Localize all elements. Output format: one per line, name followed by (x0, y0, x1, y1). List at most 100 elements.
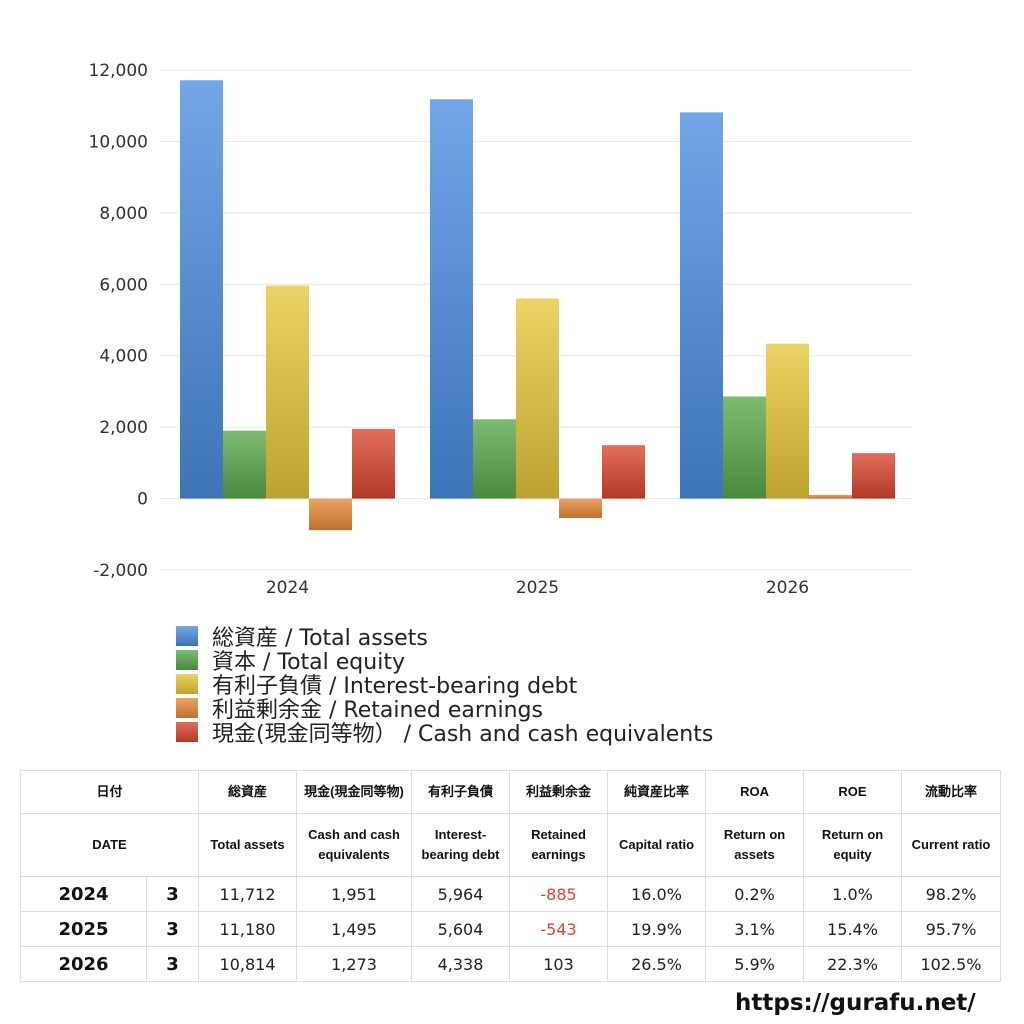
debt-cell: 5,964 (411, 876, 511, 912)
legend-swatch (176, 650, 198, 670)
header-capital-ratio-en: Capital ratio (607, 813, 707, 877)
legend-swatch (176, 722, 198, 742)
current-ratio-cell: 102.5% (901, 946, 1002, 982)
bar (809, 494, 852, 499)
legend-label: 有利子負債 / Interest-bearing debt (212, 674, 578, 699)
bar (723, 396, 766, 499)
header-roe-jp: ROE (803, 770, 903, 814)
bar (223, 430, 266, 499)
bar (309, 498, 352, 531)
month-cell: 3 (145, 876, 200, 912)
total-assets-cell: 10,814 (198, 946, 298, 982)
legend-label: 総資産 / Total assets (212, 626, 428, 651)
total-assets-cell: 11,712 (198, 876, 298, 912)
y-tick-label: 2,000 (99, 418, 148, 438)
y-tick-label: 12,000 (89, 61, 148, 81)
y-tick-label: 4,000 (99, 347, 148, 367)
table-row: 2025 3 11,180 1,495 5,604 -543 19.9% 3.1… (20, 911, 1002, 947)
header-roa-jp: ROA (705, 770, 805, 814)
capital-ratio-cell: 16.0% (607, 876, 707, 912)
legend-item: 資本 / Total equity (176, 648, 713, 675)
header-current-ratio-en: Current ratio (901, 813, 1002, 877)
bar (473, 419, 516, 499)
bar (352, 428, 395, 499)
total-assets-cell: 11,180 (198, 911, 298, 947)
y-tick-label: -2,000 (93, 561, 148, 581)
header-total-assets-jp: 総資産 (198, 770, 298, 814)
capital-ratio-cell: 19.9% (607, 911, 707, 947)
financial-table: 日付 総資産 現金(現金同等物) 有利子負債 利益剰余金 純資産比率 ROA R… (19, 770, 1002, 982)
header-debt-en: Interest-bearing debt (411, 813, 511, 877)
retained-earnings-cell: -885 (509, 876, 609, 912)
y-tick-label: 10,000 (89, 132, 148, 152)
x-tick-label: 2024 (266, 578, 309, 598)
legend-label: 現金(現金同等物） / Cash and cash equivalents (212, 722, 714, 747)
header-date-jp: 日付 (19, 770, 200, 814)
x-tick-label: 2026 (766, 578, 809, 598)
year-cell: 2024 (20, 876, 147, 912)
header-cash-en: Cash and cash equivalents (296, 813, 413, 877)
legend-label: 資本 / Total equity (212, 650, 405, 675)
header-capital-ratio-jp: 純資産比率 (607, 770, 707, 814)
bar (559, 498, 602, 518)
header-cash-jp: 現金(現金同等物) (296, 770, 413, 814)
legend-swatch (176, 626, 198, 646)
site-url: https://gurafu.net/ (735, 990, 976, 1016)
legend: 総資産 / Total assets 資本 / Total equity 有利子… (176, 624, 713, 747)
table-row: 2026 3 10,814 1,273 4,338 103 26.5% 5.9%… (20, 946, 1002, 982)
roe-cell: 1.0% (803, 876, 903, 912)
bar (602, 445, 645, 499)
legend-swatch (176, 674, 198, 694)
x-axis-labels: 2024 2025 2026 (266, 578, 809, 598)
month-cell: 3 (145, 911, 200, 947)
x-tick-label: 2025 (516, 578, 559, 598)
legend-swatch (176, 698, 198, 718)
bar (266, 285, 309, 499)
bar (430, 99, 473, 499)
table-header-row-jp: 日付 総資産 現金(現金同等物) 有利子負債 利益剰余金 純資産比率 ROA R… (19, 770, 1002, 814)
table-header-row-en: DATE Total assets Cash and cash equivale… (19, 813, 1002, 877)
roa-cell: 5.9% (705, 946, 805, 982)
roe-cell: 22.3% (803, 946, 903, 982)
y-axis-ticks: 12,000 10,000 8,000 6,000 4,000 2,000 0 -2,000 (89, 61, 148, 581)
debt-cell: 4,338 (411, 946, 511, 982)
table-row: 2024 3 11,712 1,951 5,964 -885 16.0% 0.2… (20, 876, 1002, 912)
bar (180, 80, 223, 499)
cash-cell: 1,273 (296, 946, 413, 982)
legend-label: 利益剰余金 / Retained earnings (212, 698, 543, 723)
capital-ratio-cell: 26.5% (607, 946, 707, 982)
legend-item: 総資産 / Total assets (176, 624, 713, 651)
current-ratio-cell: 95.7% (901, 911, 1002, 947)
bar (516, 298, 559, 499)
header-total-assets-en: Total assets (198, 813, 298, 877)
header-debt-jp: 有利子負債 (411, 770, 511, 814)
header-current-ratio-jp: 流動比率 (901, 770, 1002, 814)
legend-item: 有利子負債 / Interest-bearing debt (176, 672, 713, 699)
y-tick-label: 0 (137, 490, 148, 510)
current-ratio-cell: 98.2% (901, 876, 1002, 912)
month-cell: 3 (145, 946, 200, 982)
roe-cell: 15.4% (803, 911, 903, 947)
header-roa-en: Return on assets (705, 813, 805, 877)
y-tick-label: 6,000 (99, 275, 148, 295)
bar (680, 112, 723, 499)
header-retained-jp: 利益剰余金 (509, 770, 609, 814)
retained-earnings-cell: -543 (509, 911, 609, 947)
year-cell: 2026 (20, 946, 147, 982)
header-date-en: DATE (19, 813, 200, 877)
debt-cell: 5,604 (411, 911, 511, 947)
year-cell: 2025 (20, 911, 147, 947)
roa-cell: 0.2% (705, 876, 805, 912)
legend-item: 利益剰余金 / Retained earnings (176, 696, 713, 723)
bars (180, 80, 895, 531)
cash-cell: 1,495 (296, 911, 413, 947)
bar-chart: 12,00010,0008,0006,0004,0002,0000-2,000 … (89, 61, 912, 598)
y-tick-label: 8,000 (99, 204, 148, 224)
header-retained-en: Retained earnings (509, 813, 609, 877)
roa-cell: 3.1% (705, 911, 805, 947)
header-roe-en: Return on equity (803, 813, 903, 877)
cash-cell: 1,951 (296, 876, 413, 912)
bar (766, 343, 809, 499)
bar (852, 453, 895, 499)
legend-item: 現金(現金同等物） / Cash and cash equivalents (176, 720, 713, 747)
